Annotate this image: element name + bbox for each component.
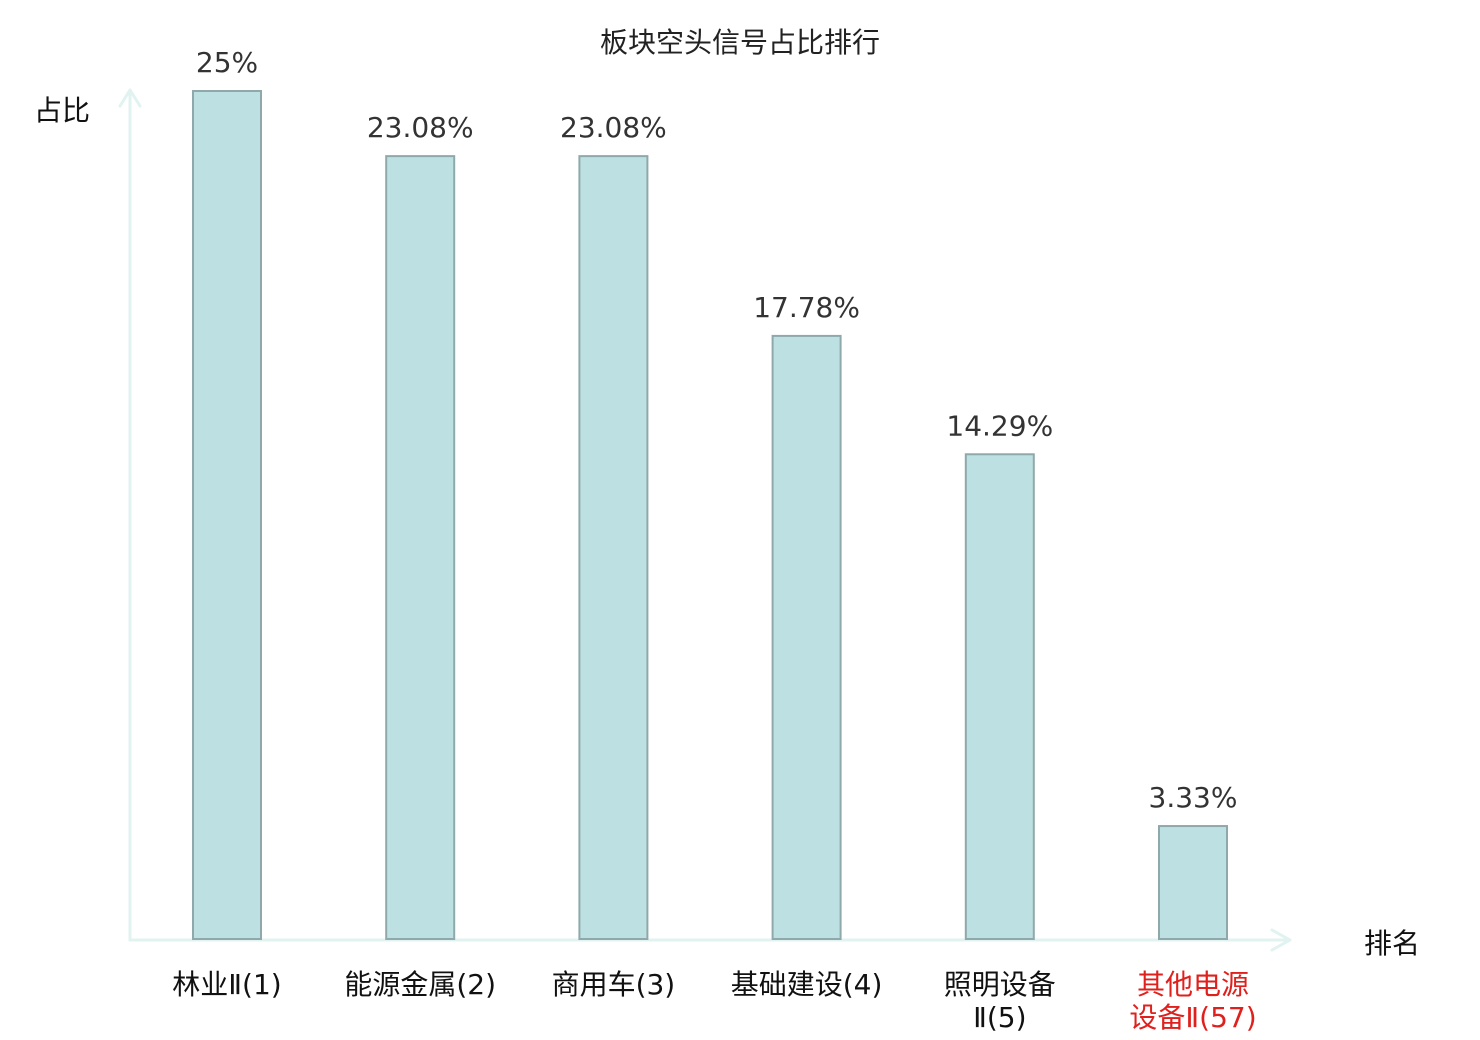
x-tick-label: 商用车(3) [552, 968, 676, 1001]
bar [771, 334, 842, 940]
x-tick-label: 基础建设(4) [731, 968, 883, 1001]
axes [118, 88, 1292, 952]
bar [385, 155, 456, 940]
bar [578, 155, 649, 940]
x-tick-label: Ⅱ(5) [973, 1001, 1026, 1034]
y-axis-label: 占比 [34, 94, 90, 127]
data-label: 14.29% [946, 409, 1053, 442]
x-tick-label: 其他电源 [1137, 968, 1249, 1001]
x-tick-label: 设备Ⅱ(57) [1129, 1001, 1256, 1034]
bar [1158, 825, 1228, 940]
x-axis-arrow [1270, 928, 1292, 952]
chart-title: 板块空头信号占比排行 [600, 26, 880, 59]
x-axis-label: 排名 [1364, 927, 1420, 960]
x-tick-label: 照明设备 [944, 968, 1056, 1001]
value-labels: 25% 23.08% 23.08% 17.78% 14.29% 3.33% [196, 46, 1238, 814]
x-tick-label: 林业Ⅱ(1) [172, 968, 281, 1001]
data-label: 23.08% [560, 111, 667, 144]
bar [964, 453, 1035, 940]
data-label: 23.08% [367, 111, 474, 144]
x-tick-label: 能源金属(2) [344, 968, 496, 1001]
y-axis-arrow [118, 88, 142, 108]
data-label: 25% [196, 46, 258, 79]
data-label: 17.78% [753, 291, 860, 324]
data-label: 3.33% [1149, 781, 1238, 814]
bar [192, 90, 262, 940]
bars [192, 90, 1228, 940]
